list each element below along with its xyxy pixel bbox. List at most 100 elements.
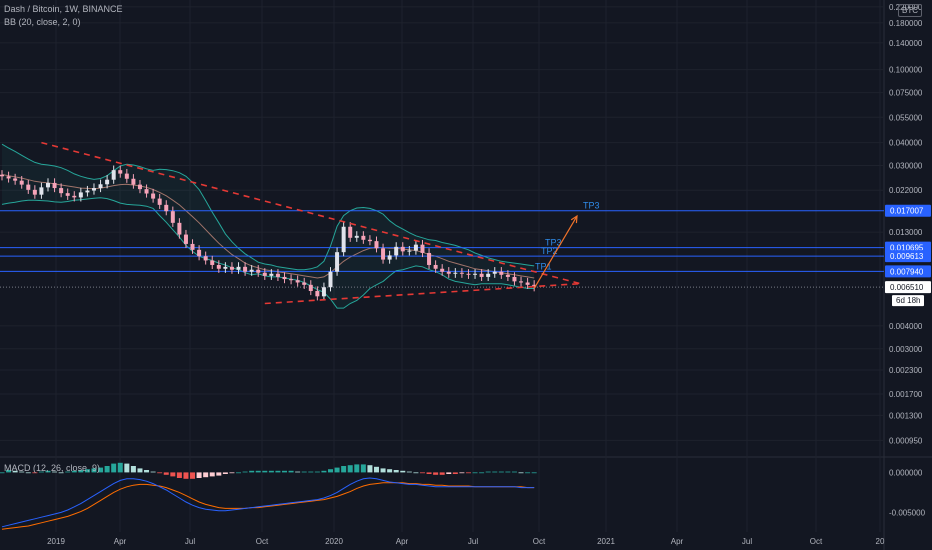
macd-histogram-bar bbox=[354, 464, 360, 473]
macd-histogram-bar bbox=[400, 470, 406, 473]
candle-body bbox=[39, 187, 44, 195]
candle-body bbox=[78, 192, 83, 198]
macd-legend[interactable]: MACD (12, 26, close, 9) bbox=[4, 463, 101, 473]
candle-body bbox=[98, 184, 103, 189]
symbol-legend[interactable]: Dash / Bitcoin, 1W, BINANCE bbox=[4, 4, 123, 14]
candle-body bbox=[105, 179, 110, 185]
macd-histogram-bar bbox=[150, 471, 156, 473]
candle-body bbox=[427, 252, 432, 265]
macd-line bbox=[1, 477, 535, 528]
candle-body bbox=[473, 273, 478, 275]
candle-body bbox=[466, 273, 471, 275]
projection-arrow bbox=[533, 215, 578, 289]
candle-body bbox=[32, 189, 37, 195]
price-level-tag: 0.007940 bbox=[890, 267, 924, 276]
macd-histogram-bar bbox=[446, 472, 452, 474]
macd-histogram-bar bbox=[321, 470, 327, 473]
macd-histogram-bar bbox=[117, 462, 123, 473]
last-price-tag-bg bbox=[885, 281, 931, 294]
macd-histogram-bar bbox=[45, 470, 51, 473]
macd-histogram-bar bbox=[341, 466, 347, 473]
candle-body bbox=[243, 266, 248, 272]
candle-body bbox=[0, 174, 4, 177]
projection-arrow-head bbox=[570, 214, 578, 224]
macd-histogram-bar bbox=[360, 464, 366, 473]
macd-histogram-bar bbox=[406, 471, 412, 473]
macd-histogram-bar bbox=[525, 472, 531, 474]
macd-histogram-bar bbox=[433, 472, 439, 475]
countdown-tag-bg bbox=[892, 295, 924, 307]
macd-histogram-bar bbox=[124, 463, 130, 473]
macd-histogram-bar bbox=[229, 472, 235, 474]
candle-body bbox=[229, 266, 234, 270]
macd-histogram-bar bbox=[452, 472, 458, 474]
macd-histogram-bar bbox=[426, 472, 432, 474]
macd-histogram-bar bbox=[314, 471, 320, 473]
macd-histogram-bar bbox=[328, 469, 333, 473]
price-level-tag-bg bbox=[885, 204, 931, 217]
macd-histogram-bar bbox=[38, 471, 44, 473]
macd-histogram-bar bbox=[439, 472, 445, 475]
bb-legend[interactable]: BB (20, close, 2, 0) bbox=[4, 17, 81, 27]
candle-body bbox=[26, 184, 31, 190]
y-tick-label: 0.180000 bbox=[889, 19, 923, 28]
macd-histogram-bar bbox=[236, 472, 242, 474]
macd-histogram-bar bbox=[505, 471, 511, 473]
bb-upper-line bbox=[1, 143, 535, 271]
macd-signal-line bbox=[1, 482, 535, 530]
macd-histogram-bar bbox=[531, 472, 537, 474]
y-tick-label: 0.001700 bbox=[889, 390, 923, 399]
candle-body bbox=[394, 246, 399, 256]
macd-histogram-bar bbox=[130, 466, 136, 473]
target-label: TP3 bbox=[545, 238, 562, 248]
candle-body bbox=[453, 272, 458, 274]
candle-body bbox=[479, 273, 484, 277]
candle-body bbox=[505, 274, 510, 277]
candle-body bbox=[269, 273, 274, 276]
candle-body bbox=[519, 281, 524, 283]
x-tick-label: 20 bbox=[876, 537, 885, 546]
macd-histogram-bar bbox=[209, 472, 215, 477]
candle-body bbox=[262, 272, 267, 276]
candle-body bbox=[295, 280, 300, 283]
macd-histogram-bar bbox=[479, 472, 485, 474]
macd-histogram-bar bbox=[222, 472, 228, 474]
macd-histogram-bar bbox=[485, 471, 491, 473]
macd-y-tick-label: -0.005000 bbox=[889, 508, 926, 517]
macd-histogram-bar bbox=[183, 472, 189, 479]
candle-body bbox=[341, 226, 346, 253]
trend-line bbox=[41, 141, 581, 285]
price-level-tag-bg bbox=[885, 265, 931, 278]
macd-histogram-bar bbox=[518, 472, 524, 474]
bb-lower-line bbox=[1, 197, 535, 309]
x-tick-label: Jul bbox=[468, 537, 478, 546]
macd-histogram-bar bbox=[242, 471, 248, 473]
candle-body bbox=[459, 272, 464, 274]
candle-body bbox=[315, 291, 320, 297]
macd-histogram-bar bbox=[144, 470, 150, 473]
candle-body bbox=[249, 269, 254, 272]
candle-body bbox=[223, 266, 228, 269]
macd-histogram-bar bbox=[459, 472, 465, 474]
macd-histogram-bar bbox=[190, 472, 196, 479]
candle-body bbox=[91, 188, 96, 191]
candle-body bbox=[124, 173, 129, 179]
candle-body bbox=[256, 269, 261, 273]
candle-body bbox=[433, 264, 438, 269]
macd-pane[interactable] bbox=[0, 462, 537, 530]
macd-histogram-bar bbox=[465, 472, 471, 474]
currency-badge[interactable]: BTC bbox=[898, 4, 922, 17]
macd-histogram-bar bbox=[170, 472, 176, 477]
candle-body bbox=[72, 195, 77, 198]
macd-histogram-bar bbox=[419, 472, 425, 474]
candles[interactable] bbox=[0, 165, 537, 301]
candle-body bbox=[65, 193, 70, 196]
x-tick-label: Apr bbox=[396, 537, 409, 546]
candle-body bbox=[361, 235, 366, 240]
candle-body bbox=[407, 250, 412, 252]
bb-basis-line bbox=[1, 174, 535, 279]
